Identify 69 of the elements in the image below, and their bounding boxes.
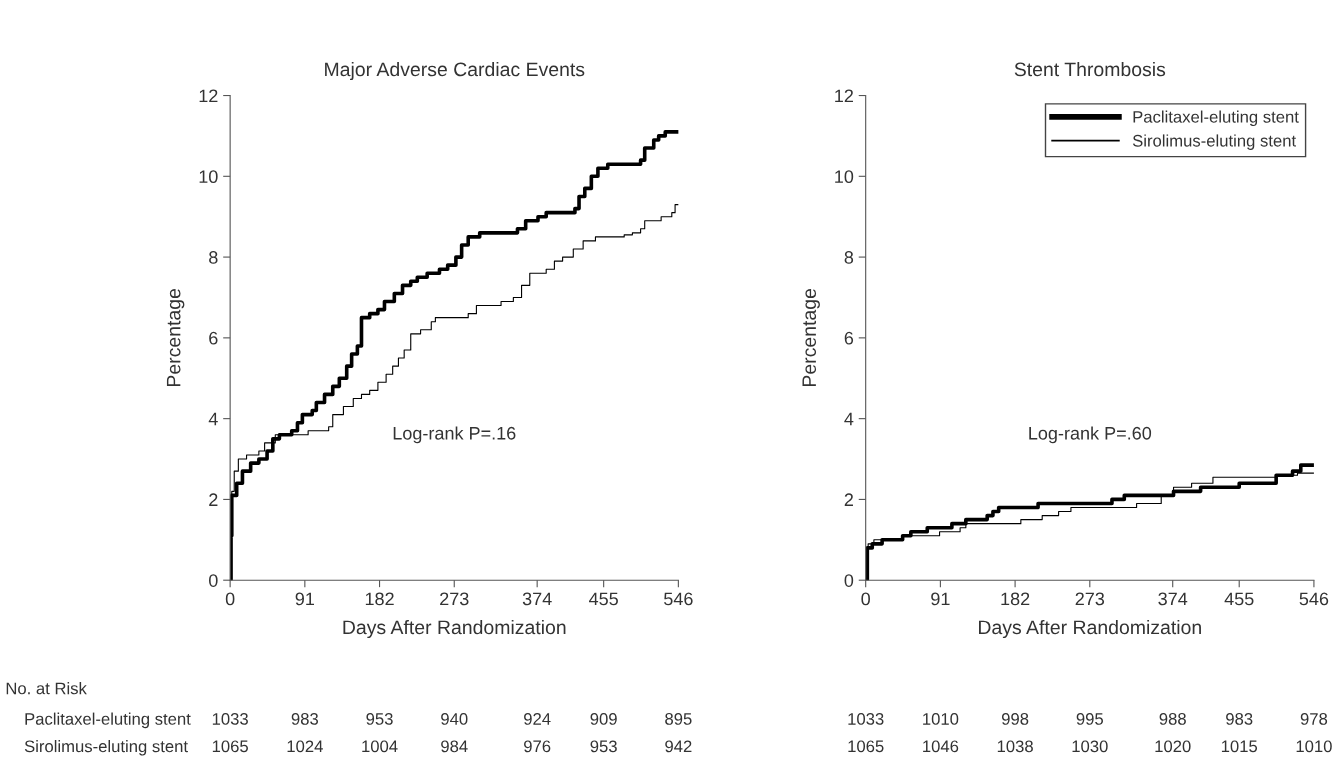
y-tick-label: 0 [209,574,218,587]
text: 1038 [997,740,1033,753]
text: 1015 [1221,740,1258,753]
x-tick-label: 0 [225,592,235,606]
text: 978 [1300,713,1328,725]
annotation: Log-rank P=.16 [393,426,516,444]
x-tick-label: 91 [931,592,950,606]
text: 1046 [923,740,959,753]
text: 909 [590,713,617,725]
y-tick-label: 6 [209,331,218,345]
text: No. at Risk [6,682,87,695]
text: 940 [441,713,468,725]
y-tick-label: 12 [199,89,218,103]
text: 953 [590,740,617,753]
y-tick-label: 8 [209,251,218,264]
y-tick-label: 0 [844,574,854,587]
x-tick-label: 374 [1158,592,1188,606]
y-tick-label: 8 [844,251,854,264]
y-tick-label: 4 [844,412,854,426]
x-tick-label: 455 [1224,592,1254,606]
x-tick-label: 546 [664,592,693,606]
x-tick-label: 91 [295,592,314,606]
text: 988 [1159,713,1186,725]
text: 942 [665,740,692,753]
text: 1030 [1072,740,1108,753]
text: 1024 [287,740,323,753]
text: Paclitaxel-eluting stent [25,712,191,729]
text: 1065 [848,740,884,753]
x-tick-label: 182 [365,592,394,606]
y-tick-label: 12 [835,89,853,103]
x-tick-label: 546 [1299,592,1329,606]
text: Sirolimus-eluting stent [24,740,188,756]
text: 976 [524,740,551,753]
text: 983 [1226,713,1253,725]
x-tick-label: 0 [861,592,870,606]
text: 1033 [848,713,884,725]
text: 895 [665,713,692,725]
x-tick-label: 455 [589,592,618,606]
annotation: Log-rank P=.60 [1029,426,1152,444]
text: 1010 [923,713,959,725]
text: 1004 [362,740,398,753]
y-tick-label: 2 [209,493,218,506]
x-axis-title: Days After Randomization [979,619,1201,639]
y-tick-label: 4 [208,412,218,426]
text: 1065 [212,740,248,753]
text: 953 [366,713,393,725]
x-tick-label: 273 [1075,592,1105,606]
y-tick-label: 2 [844,493,853,506]
text: 1010 [1296,740,1332,753]
text: 995 [1076,713,1104,725]
legend-label: Sirolimus-eluting stent [1132,134,1296,150]
y-tick-label: 10 [835,170,854,184]
y-tick-label: 10 [199,170,218,184]
text: 984 [441,740,468,753]
text: 998 [1001,713,1029,725]
text: 1033 [212,713,248,725]
y-axis-title: Percentage [166,289,185,386]
y-tick-label: 6 [844,331,854,345]
chart-title: Stent Thrombosis [1014,61,1166,77]
x-tick-label: 374 [522,592,552,606]
x-tick-label: 273 [440,592,469,606]
x-tick-label: 182 [1001,592,1030,606]
x-axis-title: Days After Randomization [343,619,566,639]
text: 983 [291,713,319,725]
chart-title: Major Adverse Cardiac Events [325,61,585,81]
legend-label: Paclitaxel-eluting stent [1133,110,1299,127]
y-axis-title: Percentage [802,289,820,386]
text: 1020 [1155,740,1191,753]
text: 924 [524,713,551,725]
